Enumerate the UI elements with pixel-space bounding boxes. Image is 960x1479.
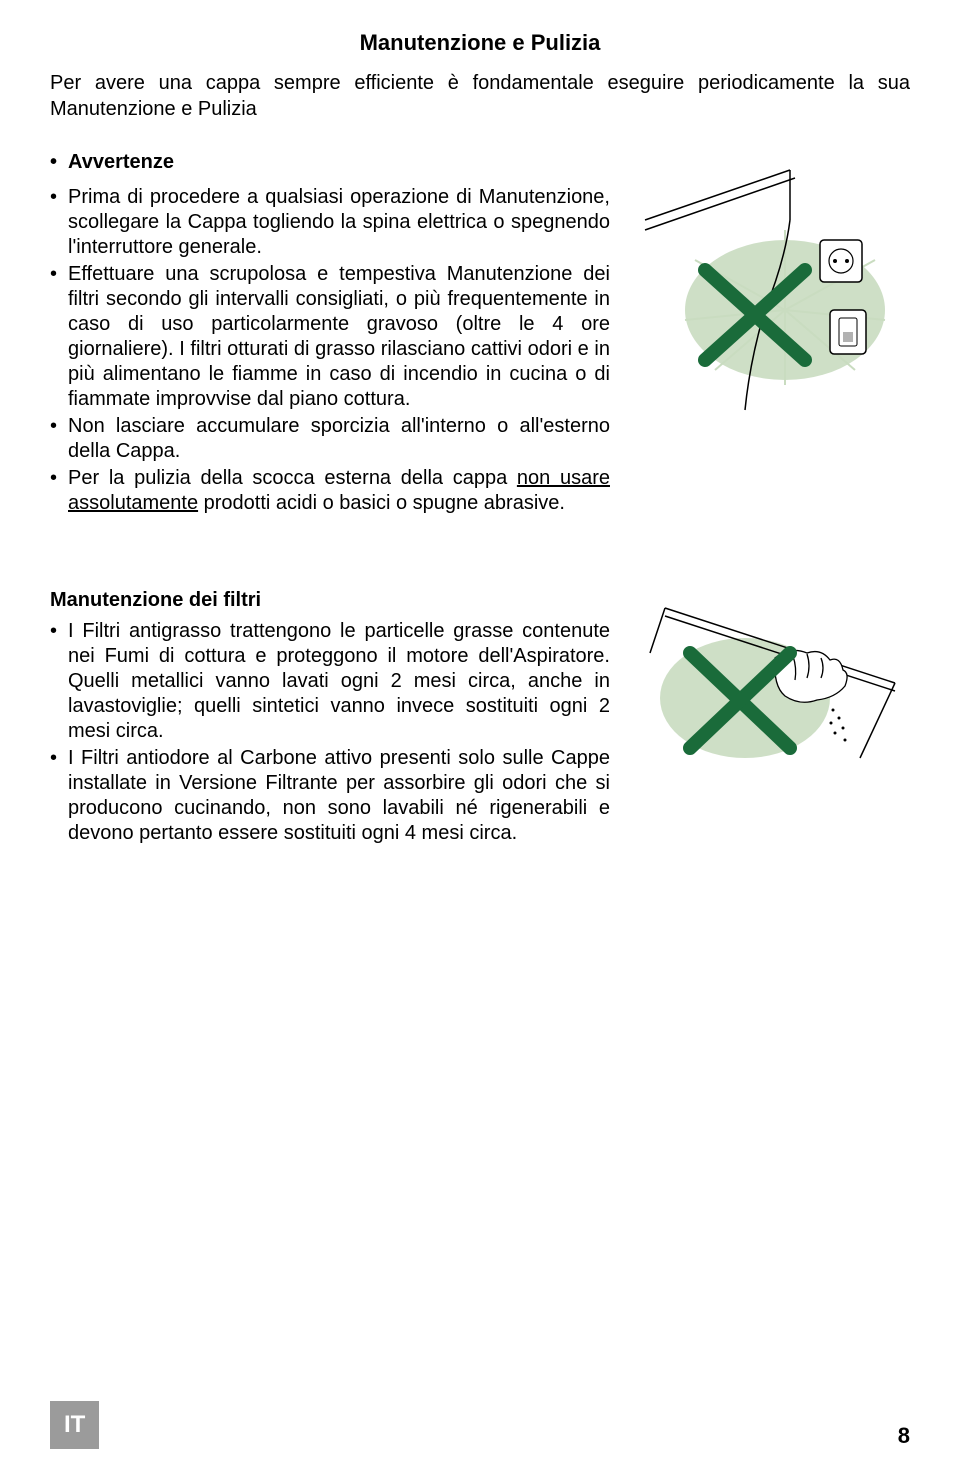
no-wipe-illustration: [635, 598, 905, 818]
intro-text: Per avere una cappa sempre efficiente è …: [50, 70, 910, 122]
avvertenze-item: Non lasciare accumulare sporcizia all'in…: [50, 414, 610, 464]
language-badge: IT: [50, 1401, 99, 1449]
filtri-block: I Filtri antigrasso trattengono le parti…: [50, 619, 610, 846]
page-number: 8: [898, 1423, 910, 1449]
filtri-item: I Filtri antiodore al Carbone attivo pre…: [50, 746, 610, 846]
avvertenze-item: Prima di procedere a qualsiasi operazion…: [50, 185, 610, 260]
unplug-illustration: [635, 160, 905, 430]
filtri-heading: Manutenzione dei filtri: [50, 588, 610, 613]
filtri-item: I Filtri antigrasso trattengono le parti…: [50, 619, 610, 744]
avvertenze-item: Effettuare una scrupolosa e tempestiva M…: [50, 262, 610, 412]
avvertenze-block: Avvertenze Prima di procedere a qualsias…: [50, 150, 610, 516]
avvertenze-heading: Avvertenze: [50, 150, 610, 175]
avvertenze-item: Per la pulizia della scocca esterna dell…: [50, 466, 610, 516]
page-title: Manutenzione e Pulizia: [50, 30, 910, 56]
